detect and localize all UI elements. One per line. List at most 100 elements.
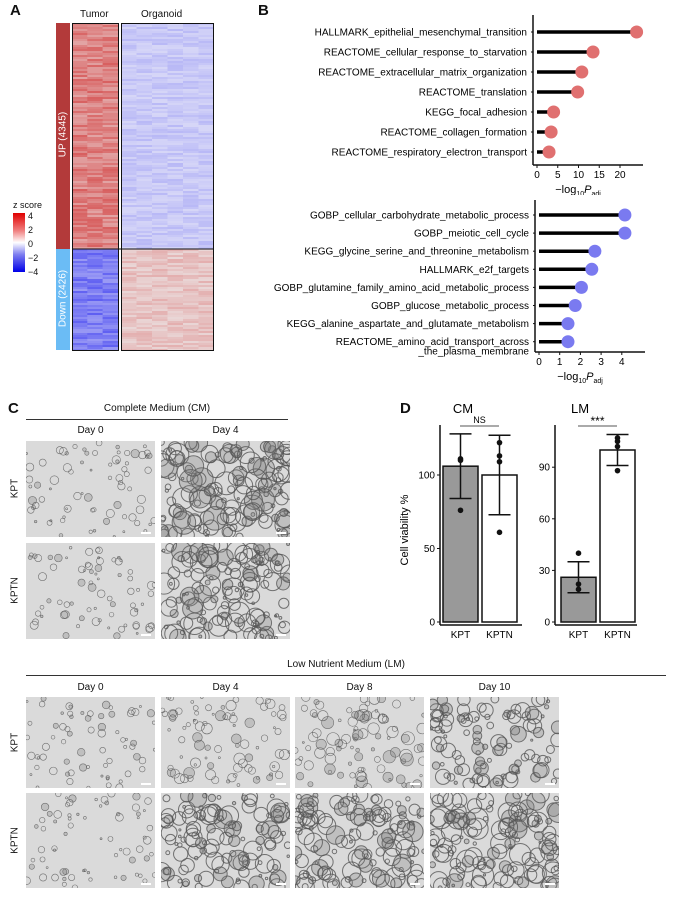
heatmap-cell [121, 257, 137, 260]
heatmap-cell [198, 101, 214, 104]
heatmap-cell [72, 333, 88, 336]
heatmap-cell [198, 29, 214, 32]
heatmap-cell [183, 33, 199, 36]
heatmap-cell [136, 201, 153, 204]
organoid [490, 734, 507, 751]
heatmap-cell [87, 135, 104, 138]
heatmap-cell [72, 27, 88, 30]
heatmap-cell [136, 179, 153, 182]
heatmap-cell [183, 143, 199, 146]
heatmap-cell [198, 55, 214, 58]
heatmap-cell [87, 193, 104, 196]
scale-bar [141, 532, 151, 534]
organoid [108, 710, 116, 718]
organoid [58, 533, 64, 537]
heatmap-cell [72, 327, 88, 330]
heatmap-cell [167, 37, 184, 40]
heatmap-cell [198, 327, 214, 330]
organoid [106, 595, 113, 602]
organoid [258, 514, 273, 529]
heatmap-cell [136, 59, 153, 62]
heatmap-cell [198, 125, 214, 128]
heatmap-cell [87, 239, 104, 242]
heatmap-cell [102, 147, 119, 150]
heatmap-cell [167, 319, 184, 322]
heatmap-cell [102, 339, 119, 342]
heatmap-cell [152, 253, 168, 256]
organoid [107, 475, 113, 480]
heatmap-cell [183, 91, 199, 94]
heatmap-cell [152, 169, 168, 172]
heatmap-cell [167, 197, 184, 200]
heatmap-cell [136, 301, 153, 304]
heatmap-cell [121, 207, 137, 210]
group-bar-up: UP (4345) [56, 23, 70, 249]
heatmap-cell [183, 31, 199, 34]
heatmap-cell [136, 71, 153, 74]
heatmap-cell [72, 267, 88, 270]
heatmap-cell [198, 151, 214, 154]
heatmap-cell [198, 113, 214, 116]
organoid [88, 529, 93, 534]
lollipop-dot [618, 226, 632, 240]
heatmap-cell [87, 201, 104, 204]
heatmap-cell [102, 269, 119, 272]
heatmap-cell [198, 291, 214, 294]
heatmap-cell [167, 141, 184, 144]
organoid [544, 704, 550, 710]
heatmap-cell [167, 335, 184, 338]
organoid [103, 517, 111, 525]
organoid [499, 874, 515, 888]
heatmap-cell [198, 329, 214, 332]
heatmap-cell [102, 343, 119, 346]
organoid [369, 869, 386, 886]
organoid [436, 697, 449, 706]
heatmap-cell [198, 335, 214, 338]
heatmap-cell [183, 109, 199, 112]
heatmap-cell [136, 231, 153, 234]
legend-title: z score [13, 200, 43, 210]
heatmap-cell [87, 205, 104, 208]
heatmap-cell [152, 129, 168, 132]
organoid [395, 774, 406, 785]
heatmap-cell [87, 43, 104, 46]
heatmap-cell [121, 35, 137, 38]
organoid [363, 853, 369, 859]
heatmap-cell [87, 89, 104, 92]
heatmap-cell [167, 81, 184, 84]
microscopy-image [161, 543, 290, 639]
organoid [264, 634, 273, 639]
organoid [486, 721, 495, 730]
organoid [108, 611, 115, 618]
heatmap-cell [152, 217, 168, 220]
heatmap-cell [198, 121, 214, 124]
heatmap-cell [152, 323, 168, 326]
organoid [161, 572, 176, 595]
heatmap-cell [167, 185, 184, 188]
heatmap-cell [167, 31, 184, 34]
organoid [123, 744, 128, 749]
heatmap-cell [72, 117, 88, 120]
heatmap-cell [87, 325, 104, 328]
organoid [124, 770, 132, 778]
heatmap-cell [198, 41, 214, 44]
heatmap-cell [102, 35, 119, 38]
heatmap-cell [167, 285, 184, 288]
heatmap-cell [183, 161, 199, 164]
organoid [276, 709, 287, 720]
heatmap-cell [183, 71, 199, 74]
heatmap-cell [167, 223, 184, 226]
heatmap-cell [136, 147, 153, 150]
heatmap-cell [72, 227, 88, 230]
organoid [168, 581, 173, 586]
organoid [331, 880, 338, 886]
heatmap-cell [121, 181, 137, 184]
scale-bar [141, 883, 151, 885]
heatmap-cell [102, 179, 119, 182]
heatmap-cell [152, 265, 168, 268]
organoid [214, 451, 221, 458]
heatmap-cell [167, 229, 184, 232]
organoid [142, 835, 147, 840]
heatmap-cell [87, 25, 104, 28]
organoid [550, 865, 559, 876]
